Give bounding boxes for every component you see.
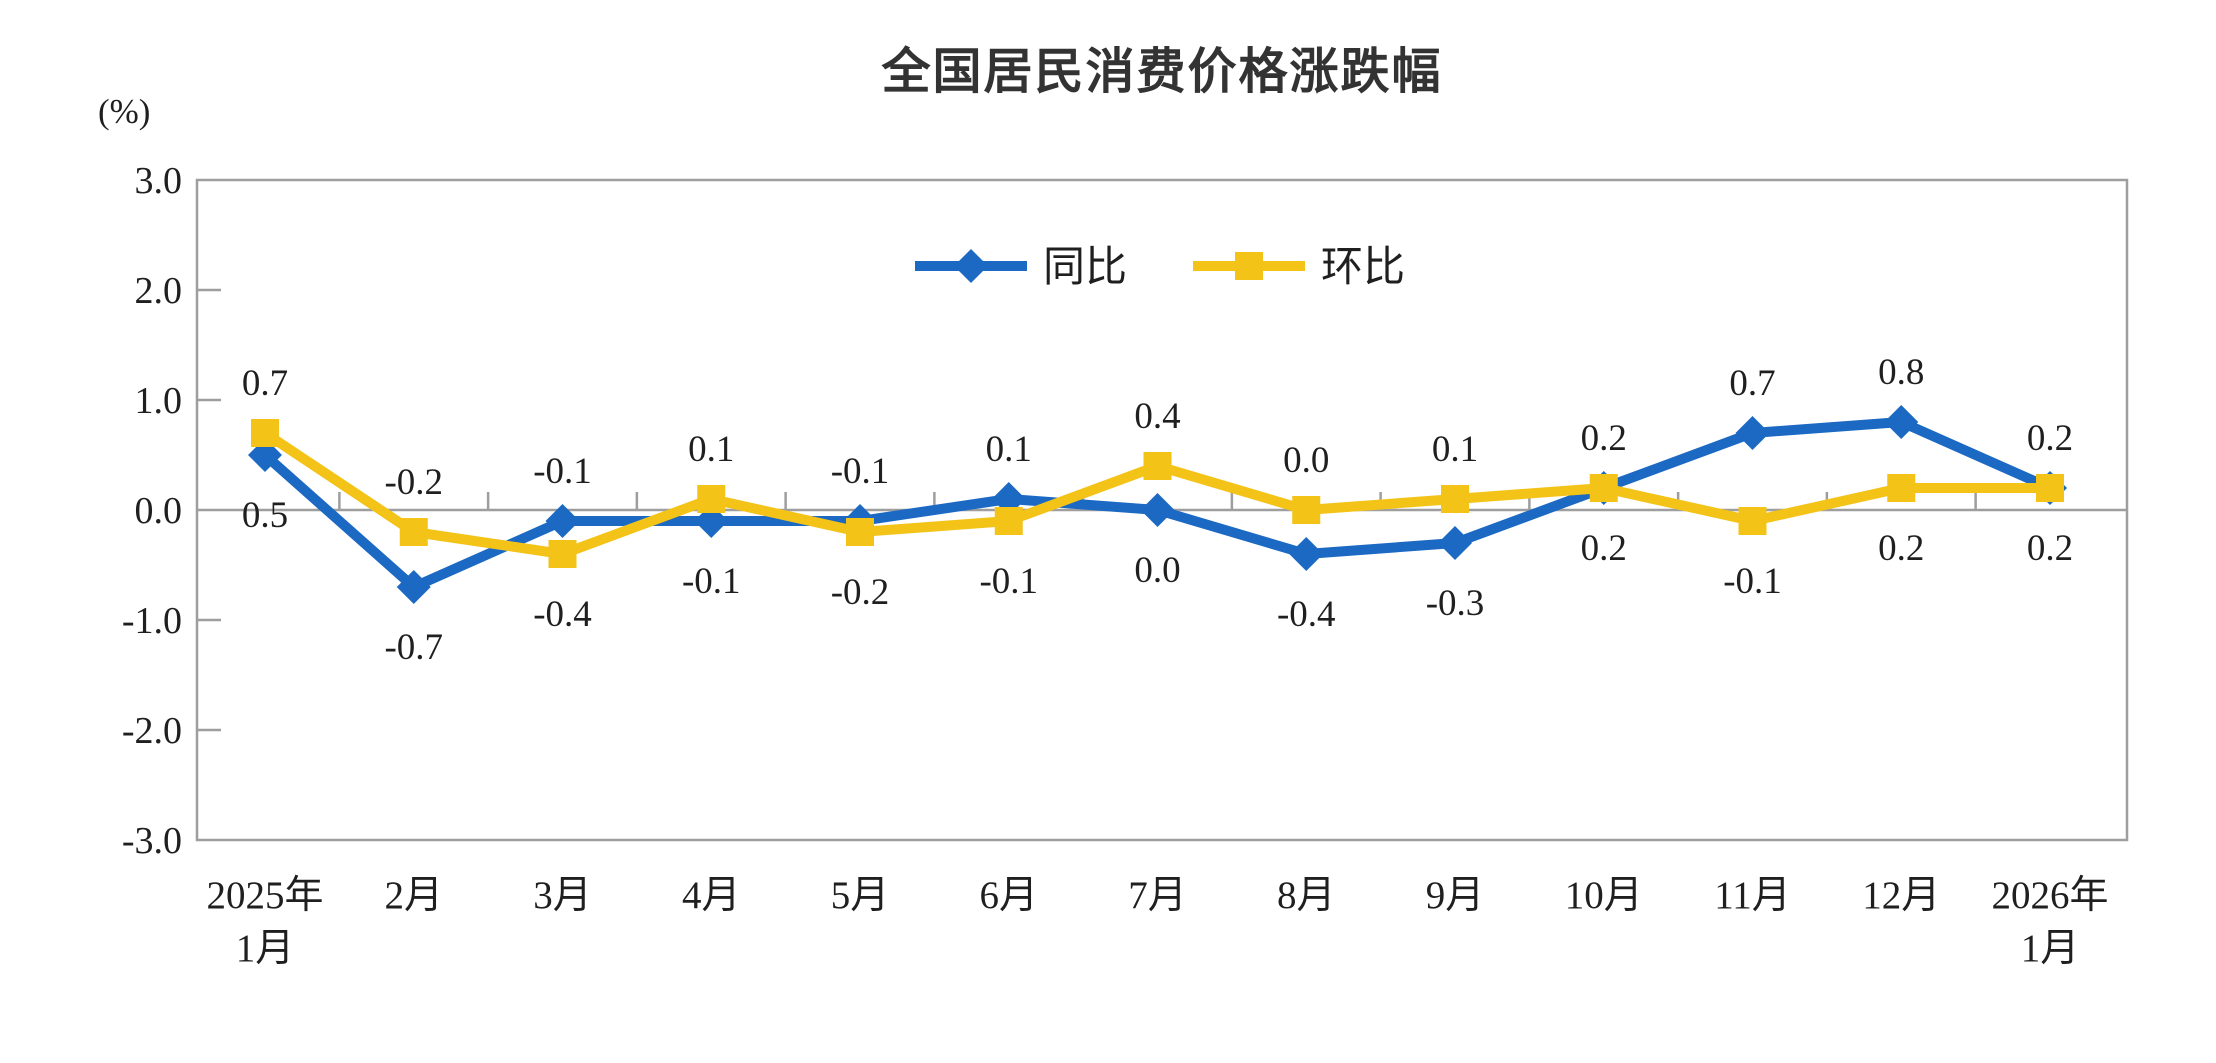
chart-title: 全国居民消费价格涨跌幅: [881, 44, 1443, 99]
x-axis-category-label: 1月: [236, 927, 295, 970]
point-yoy-10: [1735, 416, 1770, 450]
data-label-yoy-12: 0.2: [2027, 418, 2073, 459]
point-yoy-8: [1438, 526, 1472, 560]
data-label-mom-11: 0.2: [1878, 528, 1924, 569]
data-label-mom-3: 0.1: [688, 429, 734, 470]
point-yoy-7: [1289, 537, 1324, 571]
point-mom-9: [1589, 474, 1618, 502]
legend-label-yoy: 同比: [1043, 245, 1127, 291]
x-axis-category-label: 8月: [1277, 874, 1336, 917]
point-yoy-6: [1140, 493, 1175, 527]
point-mom-1: [399, 518, 428, 546]
x-axis-category-label: 10月: [1565, 874, 1643, 917]
point-mom-6: [1143, 452, 1172, 480]
x-axis-category-label: 2月: [384, 874, 443, 917]
x-axis-category-label: 7月: [1128, 874, 1187, 917]
x-axis-category-label: 9月: [1426, 874, 1485, 917]
point-mom-7: [1292, 496, 1321, 524]
data-label-mom-4: -0.2: [831, 572, 890, 613]
data-label-yoy-7: -0.4: [1277, 594, 1336, 635]
data-label-mom-12: 0.2: [2027, 528, 2073, 569]
legend-yoy-marker-icon: [954, 249, 988, 283]
point-yoy-2: [545, 504, 580, 538]
data-label-yoy-0: 0.5: [242, 495, 288, 536]
point-yoy-1: [396, 570, 431, 604]
data-label-yoy-11: 0.8: [1878, 352, 1924, 393]
point-mom-12: [2036, 474, 2064, 502]
y-axis-tick-label: -2.0: [122, 710, 182, 752]
y-axis-tick-label: 0.0: [135, 490, 183, 532]
y-axis-tick-label: 3.0: [135, 160, 183, 202]
x-axis-category-label: 12月: [1862, 874, 1940, 917]
data-label-yoy-9: 0.2: [1581, 528, 1627, 569]
legend-label-mom: 环比: [1321, 245, 1405, 291]
x-axis-category-label: 1月: [2021, 927, 2080, 970]
x-axis-category-label: 5月: [831, 874, 890, 917]
point-mom-3: [697, 485, 726, 513]
data-label-mom-7: 0.0: [1283, 440, 1329, 481]
y-axis-unit-label: (%): [98, 92, 151, 131]
y-axis-tick-label: 2.0: [135, 270, 183, 312]
y-axis-tick-label: -3.0: [122, 820, 182, 862]
data-label-yoy-4: -0.1: [831, 451, 890, 492]
data-label-mom-6: 0.4: [1134, 396, 1180, 437]
x-axis-category-label: 6月: [979, 874, 1038, 917]
data-label-mom-2: -0.4: [533, 594, 592, 635]
data-label-yoy-8: -0.3: [1426, 583, 1485, 624]
point-mom-5: [994, 507, 1023, 535]
point-yoy-11: [1884, 405, 1919, 439]
data-label-mom-0: 0.7: [242, 363, 288, 404]
x-axis-category-label: 11月: [1714, 874, 1791, 917]
data-label-yoy-3: -0.1: [682, 561, 741, 602]
x-axis-category-label: 3月: [533, 874, 592, 917]
y-axis-tick-label: -1.0: [122, 600, 182, 642]
data-label-yoy-5: 0.1: [986, 429, 1032, 470]
data-label-yoy-1: -0.7: [384, 627, 443, 668]
x-axis-category-label: 2025年: [206, 874, 323, 917]
point-mom-0: [251, 419, 279, 447]
point-mom-11: [1887, 474, 1916, 502]
data-label-yoy-6: 0.0: [1134, 550, 1180, 591]
data-label-mom-5: -0.1: [979, 561, 1038, 602]
y-axis-tick-label: 1.0: [135, 380, 183, 422]
data-label-mom-8: 0.1: [1432, 429, 1478, 470]
data-label-yoy-2: -0.1: [533, 451, 592, 492]
point-mom-8: [1441, 485, 1469, 513]
point-mom-4: [846, 518, 874, 546]
x-axis-category-label: 4月: [682, 874, 741, 917]
data-label-mom-9: 0.2: [1581, 418, 1627, 459]
legend-mom-marker-icon: [1235, 252, 1263, 280]
data-label-yoy-10: 0.7: [1729, 363, 1775, 404]
data-label-mom-1: -0.2: [384, 462, 443, 503]
data-label-mom-10: -0.1: [1723, 561, 1782, 602]
point-mom-10: [1738, 507, 1767, 535]
point-mom-2: [548, 540, 577, 568]
x-axis-category-label: 2026年: [1991, 874, 2108, 917]
